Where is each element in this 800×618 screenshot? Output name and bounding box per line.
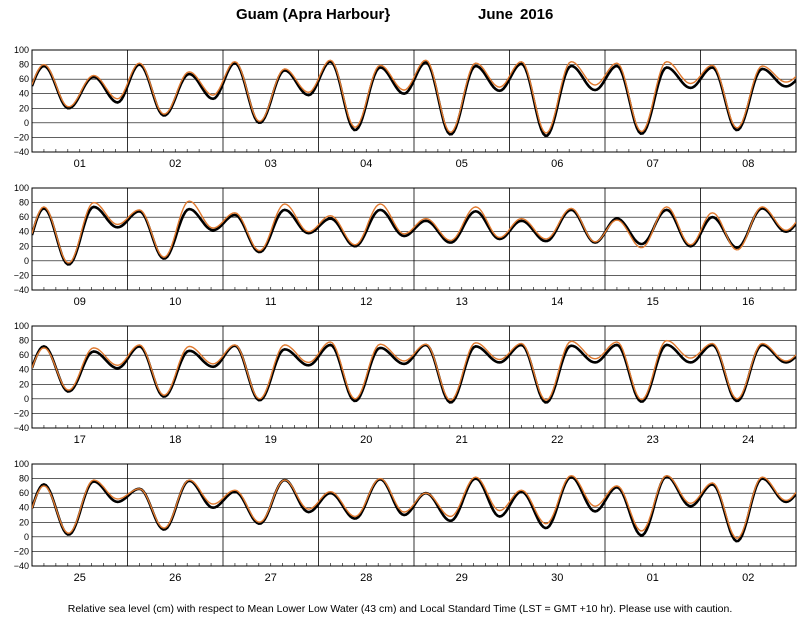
y-tick-label: 40 [19,503,29,513]
x-tick-label: 17 [74,434,86,446]
chart-title-year: 2016 [520,6,553,23]
y-tick-label: −20 [14,546,29,556]
x-tick-label: 01 [647,572,659,584]
y-tick-label: 0 [24,532,29,542]
series-observed-line [32,60,796,138]
x-tick-label: 18 [169,434,181,446]
x-tick-label: 11 [265,296,276,308]
x-tick-label: 27 [265,572,277,584]
y-tick-label: 100 [14,45,29,55]
y-tick-label: 60 [19,74,29,84]
y-tick-label: 100 [14,321,29,331]
panel-frame [31,325,797,429]
y-tick-label: −40 [14,285,29,295]
x-tick-label: 09 [74,296,86,308]
y-tick-label: −20 [14,408,29,418]
y-tick-label: 0 [24,394,29,404]
x-tick-label: 14 [551,296,563,308]
x-tick-label: 07 [647,158,659,170]
x-tick-label: 15 [647,296,659,308]
x-tick-label: 16 [742,296,754,308]
y-tick-label: 40 [19,227,29,237]
x-tick-label: 04 [360,158,372,170]
y-tick-label: −20 [14,132,29,142]
panel-frame [31,49,797,153]
y-tick-label: 100 [14,459,29,469]
x-tick-label: 01 [74,158,86,170]
y-tick-label: 20 [19,103,29,113]
x-tick-label: 30 [551,572,563,584]
x-tick-label: 25 [74,572,86,584]
x-tick-label: 08 [742,158,754,170]
y-tick-label: −40 [14,423,29,433]
x-tick-label: 13 [456,296,468,308]
panel-frame [31,463,797,567]
y-tick-label: 80 [19,60,29,70]
x-tick-label: 02 [169,158,181,170]
series-predicted-line [32,59,796,134]
y-tick-label: 20 [19,379,29,389]
x-tick-label: 03 [265,158,277,170]
series-predicted-line [32,474,796,539]
y-tick-label: 80 [19,336,29,346]
y-tick-label: 80 [19,198,29,208]
x-tick-label: 05 [456,158,468,170]
series-observed-line [32,343,796,404]
y-tick-label: −40 [14,147,29,157]
x-tick-label: 02 [742,572,754,584]
y-tick-label: 100 [14,183,29,193]
x-tick-label: 06 [551,158,563,170]
panel-2: −40 −20 0 20 40 60 80 100 09 10 11 12 13 14 15 16 [14,183,797,308]
y-tick-label: 0 [24,256,29,266]
x-tick-label: 26 [169,572,181,584]
chart-caption: Relative sea level (cm) with respect to … [68,603,733,615]
y-tick-label: 40 [19,365,29,375]
x-tick-label: 23 [647,434,659,446]
x-tick-label: 12 [360,296,372,308]
panel-frame [31,187,797,291]
panel-1: −40 −20 0 20 40 60 80 100 01 02 03 04 05 06 07 08 [14,45,797,170]
y-tick-label: 0 [24,118,29,128]
panel-4: −40 −20 0 20 40 60 80 100 25 26 27 28 29 30 01 02 [14,459,797,584]
chart-title-location: Guam (Apra Harbour} [236,6,390,23]
y-tick-label: −40 [14,561,29,571]
y-tick-label: 60 [19,212,29,222]
x-tick-label: 20 [360,434,372,446]
series-predicted-line [32,339,796,401]
y-tick-label: 20 [19,517,29,527]
y-tick-label: 20 [19,241,29,251]
chart-title-month: June [478,6,513,23]
y-tick-label: 60 [19,488,29,498]
series-predicted-line [32,200,796,264]
y-tick-label: 60 [19,350,29,360]
x-tick-label: 22 [551,434,563,446]
x-tick-label: 10 [169,296,181,308]
y-tick-label: 80 [19,474,29,484]
x-tick-label: 19 [265,434,277,446]
x-tick-label: 29 [456,572,468,584]
y-tick-label: −20 [14,270,29,280]
x-tick-label: 24 [742,434,754,446]
series-observed-line [32,205,796,266]
panel-3: −40 −20 0 20 40 60 80 100 17 18 19 20 21 22 23 24 [14,321,797,446]
y-tick-label: 40 [19,89,29,99]
x-tick-label: 28 [360,572,372,584]
x-tick-label: 21 [456,434,468,446]
